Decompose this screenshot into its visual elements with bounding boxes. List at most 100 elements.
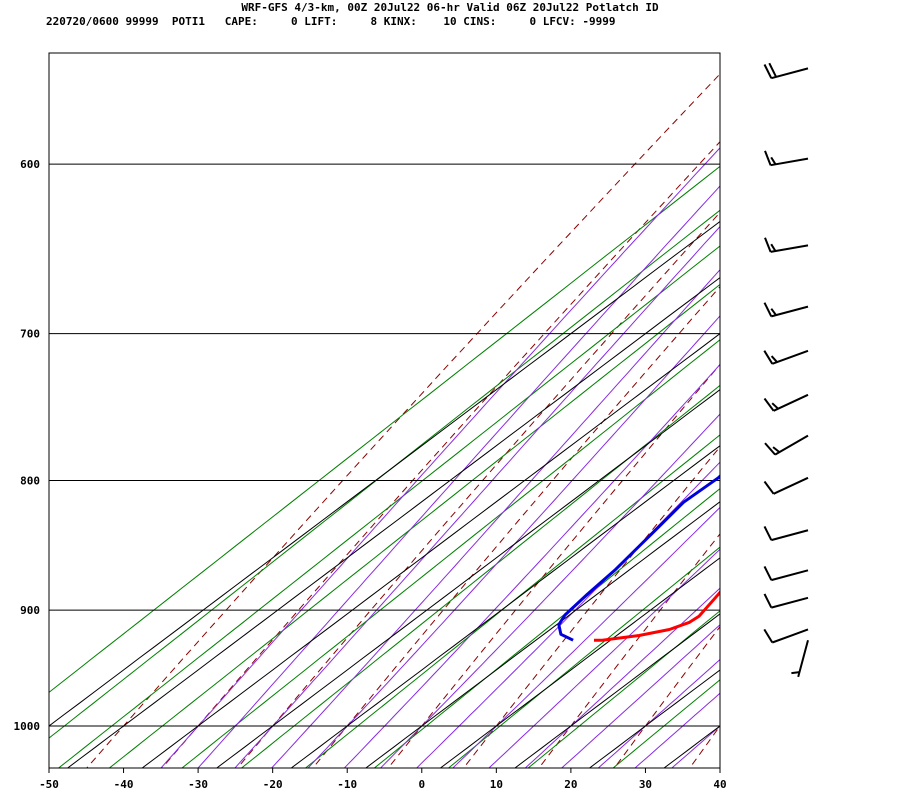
moist-adiabat	[197, 185, 720, 768]
barb-feather	[763, 525, 773, 541]
x-tick-label: -10	[337, 778, 357, 791]
dewpoint-profile	[557, 474, 720, 642]
moist-adiabat	[634, 692, 720, 768]
x-tick-label: -50	[39, 778, 59, 791]
barb-feather	[770, 156, 777, 165]
dry-adiabat	[312, 285, 720, 768]
profiles	[557, 474, 720, 642]
barb-feather	[770, 355, 778, 363]
mixing-ratio-line	[108, 283, 720, 768]
mixing-ratio-line	[181, 339, 720, 768]
isotherm-30	[588, 669, 720, 768]
wind-barb	[763, 593, 809, 609]
wind-barb	[763, 525, 809, 542]
plot-frame	[48, 52, 721, 769]
moist-adiabat	[524, 587, 720, 768]
y-tick-label: 700	[20, 328, 40, 341]
wind-barb	[764, 150, 809, 167]
wind-barb	[763, 393, 809, 412]
wind-barb	[763, 349, 809, 365]
y-tick-label: 800	[20, 475, 40, 488]
dry-adiabat	[826, 0, 900, 790]
wind-barbs	[763, 62, 809, 678]
y-tick-label: 900	[20, 604, 40, 617]
barb-feather	[764, 442, 776, 456]
moist-adiabat	[307, 315, 720, 768]
moist-adiabat	[597, 658, 720, 768]
dry-adiabat	[750, 0, 900, 790]
moist-adiabat	[560, 624, 720, 768]
moist-adiabat	[671, 725, 720, 768]
barb-feather	[764, 150, 772, 166]
moist-adiabat	[234, 225, 720, 768]
x-tick-label: 10	[490, 778, 503, 791]
wind-barb	[763, 302, 809, 318]
isotherm--40	[66, 276, 720, 768]
wind-barb	[763, 628, 809, 644]
moist-adiabat	[160, 147, 720, 768]
mixing-ratio-line	[57, 245, 720, 768]
isotherm--10	[290, 445, 720, 768]
barb-shaft	[771, 569, 809, 582]
wind-barb	[764, 434, 809, 456]
barb-feather	[791, 671, 800, 675]
moist-adiabat	[379, 413, 720, 768]
tick-labels: 4005006007008009001000-50-40-30-20-10010…	[14, 158, 727, 791]
moist-adiabat	[452, 506, 720, 768]
moist-adiabat	[415, 461, 720, 768]
barb-shaft	[774, 434, 809, 456]
barb-shaft	[773, 393, 809, 412]
y-tick-label: 1000	[14, 720, 41, 733]
barb-feather	[772, 446, 781, 453]
barb-shaft	[771, 596, 809, 609]
x-tick-label: 30	[639, 778, 652, 791]
mixing-ratio-line	[304, 434, 720, 768]
barb-shaft	[797, 639, 809, 678]
barb-feather	[770, 308, 777, 316]
wind-barb	[791, 639, 809, 678]
mixing-ratio-line	[447, 546, 720, 768]
wind-barb	[764, 237, 809, 253]
wind-barb	[763, 565, 809, 582]
barb-shaft	[771, 67, 809, 80]
isotherm-40	[663, 725, 720, 768]
y-tick-label: 600	[20, 158, 40, 171]
barb-shaft	[770, 157, 809, 167]
barb-shaft	[771, 529, 809, 542]
barb-shaft	[771, 305, 809, 318]
isotherm-20	[514, 613, 720, 768]
mixing-ratio-line	[527, 610, 720, 768]
isotherm-10	[439, 557, 720, 768]
barb-feather	[768, 62, 777, 78]
moist-adiabat	[343, 363, 720, 768]
barb-shaft	[771, 628, 809, 644]
x-tick-label: 20	[564, 778, 577, 791]
chart-title: WRF-GFS 4/3-km, 00Z 20Jul22 06-hr Valid …	[241, 1, 659, 14]
dry-adiabat	[538, 533, 720, 768]
barb-feather	[764, 237, 772, 253]
barb-feather	[763, 593, 773, 609]
x-tick-label: -20	[263, 778, 283, 791]
barb-feather	[763, 565, 773, 581]
dry-adiabat	[613, 625, 720, 768]
isotherm-0	[365, 501, 720, 768]
mixing-ratio-line	[240, 384, 720, 768]
wind-barb	[763, 62, 809, 80]
barb-feather	[763, 480, 775, 495]
barb-shaft	[770, 244, 809, 253]
wind-barb	[763, 476, 809, 495]
temperature-profile	[594, 590, 720, 642]
x-tick-label: -30	[188, 778, 208, 791]
barb-feather	[763, 64, 773, 79]
x-tick-label: 40	[713, 778, 726, 791]
barb-feather	[763, 302, 773, 317]
barb-feather	[763, 350, 774, 365]
dry-adiabat	[462, 446, 720, 768]
dry-adiabat	[86, 73, 720, 768]
dry-adiabat	[387, 363, 720, 768]
moist-adiabat	[270, 269, 720, 768]
mixing-ratio-line	[612, 679, 720, 768]
